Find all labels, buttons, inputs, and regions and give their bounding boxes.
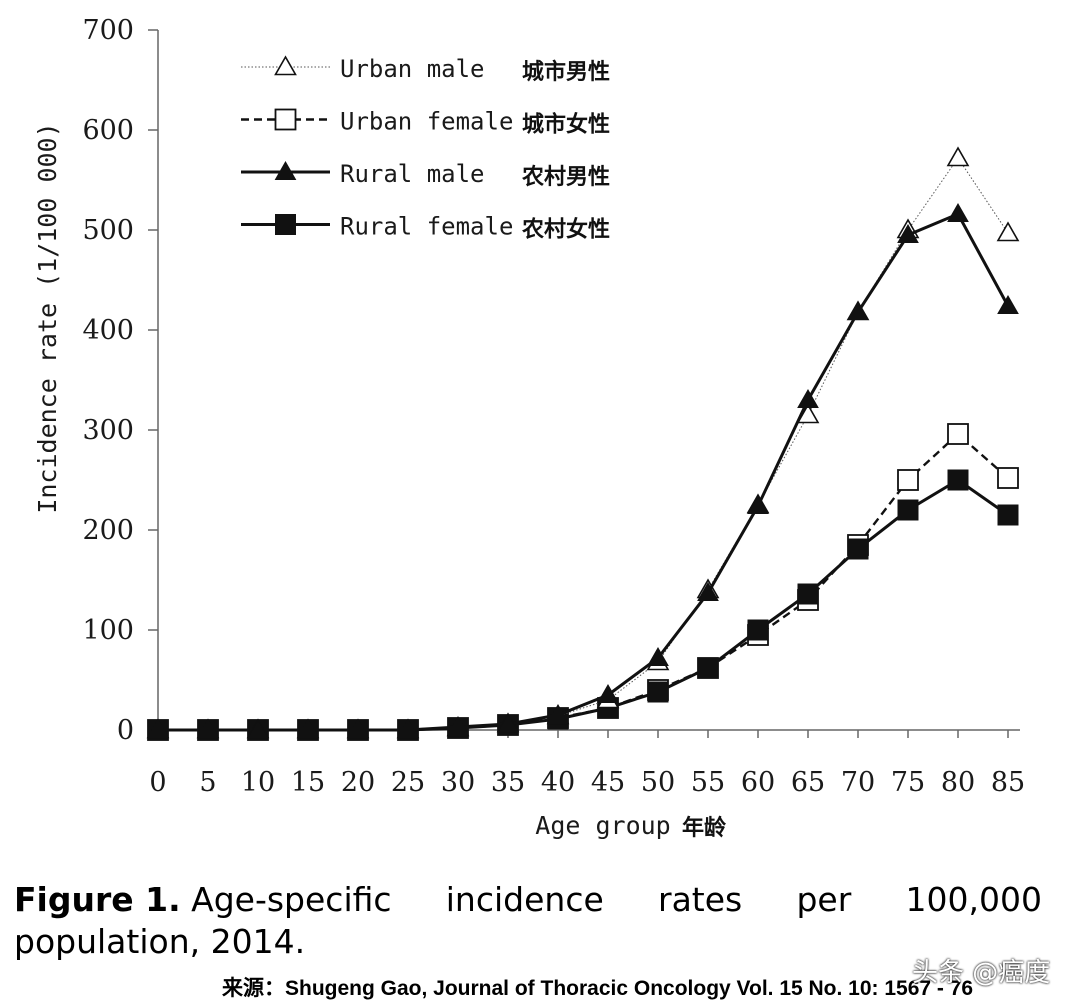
data-point (897, 469, 919, 491)
x-tick-label: 35 (491, 767, 525, 798)
data-point (897, 499, 919, 521)
data-point (847, 538, 869, 560)
source-citation: 来源：Shugeng Gao, Journal of Thoracic Onco… (222, 977, 974, 1000)
y-tick-label: 500 (82, 215, 134, 246)
data-point (647, 681, 669, 703)
data-point (997, 294, 1019, 314)
watermark: 头条 @癌度 (912, 958, 1051, 988)
data-point (947, 202, 969, 222)
x-tick-label: 80 (941, 767, 975, 798)
legend-item: Urban female 城市女性 (241, 108, 610, 138)
x-axis-title: Age group (535, 811, 670, 840)
data-point (297, 718, 319, 738)
series-line (158, 157, 1009, 731)
x-tick-label: 30 (441, 767, 475, 798)
x-tick-label: 0 (149, 767, 166, 798)
data-point (697, 581, 719, 601)
x-tick-label: 50 (641, 767, 675, 798)
legend-marker (274, 160, 297, 180)
legend-label-cn: 农村男性 (521, 164, 610, 190)
legend-item: Rural male 农村男性 (241, 160, 610, 190)
x-tick-label: 20 (341, 767, 375, 798)
data-point (247, 718, 269, 738)
data-point (946, 146, 970, 167)
series-line (158, 212, 1010, 732)
x-axis-title-cn: 年龄 (682, 815, 727, 841)
data-point (647, 646, 669, 666)
data-point (397, 718, 419, 738)
x-tick-label: 25 (391, 767, 425, 798)
figure-caption-line1: Figure 1. Age-specific incidence rates p… (14, 880, 1042, 919)
figure-label: Figure 1. (14, 880, 181, 919)
data-point (147, 718, 169, 738)
figure-caption-line2: population, 2014. (14, 922, 306, 961)
y-tick-label: 700 (82, 15, 134, 46)
legend-marker (275, 214, 296, 235)
x-tick-label: 60 (741, 767, 775, 798)
series-rural-female (147, 469, 1019, 741)
data-point (997, 467, 1019, 489)
x-tick-label: 45 (591, 767, 625, 798)
data-point (497, 712, 519, 732)
caption-word: per (796, 880, 852, 919)
data-point (947, 423, 969, 445)
line-chart: 0 100 200 300 400 500 600 700 0 5 10 15 20 25 30 35 40 45… (33, 15, 1025, 841)
legend-label-cn: 城市男性 (522, 59, 610, 85)
data-point (197, 718, 219, 738)
data-point (797, 388, 819, 408)
legend-label-cn: 城市女性 (522, 112, 610, 138)
legend-label: Rural female (340, 213, 513, 241)
x-tick-label: 15 (291, 767, 325, 798)
x-tick-label: 70 (841, 767, 875, 798)
legend-item: Rural female 农村女性 (241, 213, 610, 243)
y-tick-label: 400 (82, 315, 134, 346)
data-point (847, 300, 869, 320)
caption-word: Age-specific (191, 880, 392, 919)
data-point (897, 223, 919, 243)
legend-label-cn: 农村女性 (521, 217, 610, 243)
y-tick-label: 100 (82, 615, 134, 646)
data-point (447, 715, 469, 735)
caption-word: 100,000 (905, 880, 1042, 919)
series-rural-male (147, 202, 1019, 738)
data-point (996, 221, 1020, 242)
series-line (158, 432, 1009, 732)
y-axis-title: Incidence rate (1/100 000) (33, 122, 62, 513)
legend-label: Urban female (340, 108, 513, 136)
y-tick-label: 300 (82, 415, 134, 446)
data-point (747, 494, 769, 514)
y-tick-label: 0 (117, 715, 134, 746)
y-tick-label: 600 (82, 115, 134, 146)
data-point (697, 657, 719, 679)
data-point (597, 683, 619, 703)
legend-label: Rural male (340, 160, 485, 188)
caption-word: incidence (445, 880, 604, 919)
x-tick-label: 10 (241, 767, 275, 798)
data-point (797, 583, 819, 605)
series-urban-female (147, 423, 1019, 741)
series-line (158, 478, 1009, 732)
data-point (747, 619, 769, 641)
data-point (347, 718, 369, 738)
legend-marker (274, 55, 297, 76)
legend-marker (274, 108, 297, 131)
x-tick-label: 85 (991, 767, 1025, 798)
data-point (997, 504, 1019, 526)
data-point (947, 469, 969, 491)
caption-word: rates (658, 880, 743, 919)
x-tick-label: 65 (791, 767, 825, 798)
x-tick-label: 55 (691, 767, 725, 798)
x-tick-label: 40 (541, 767, 575, 798)
data-point (547, 703, 569, 723)
legend-item: Urban male 城市男性 (241, 55, 610, 85)
legend-label: Urban male (340, 55, 485, 83)
x-tick-label: 5 (199, 767, 216, 798)
y-tick-label: 200 (82, 515, 134, 546)
x-tick-label: 75 (891, 767, 925, 798)
